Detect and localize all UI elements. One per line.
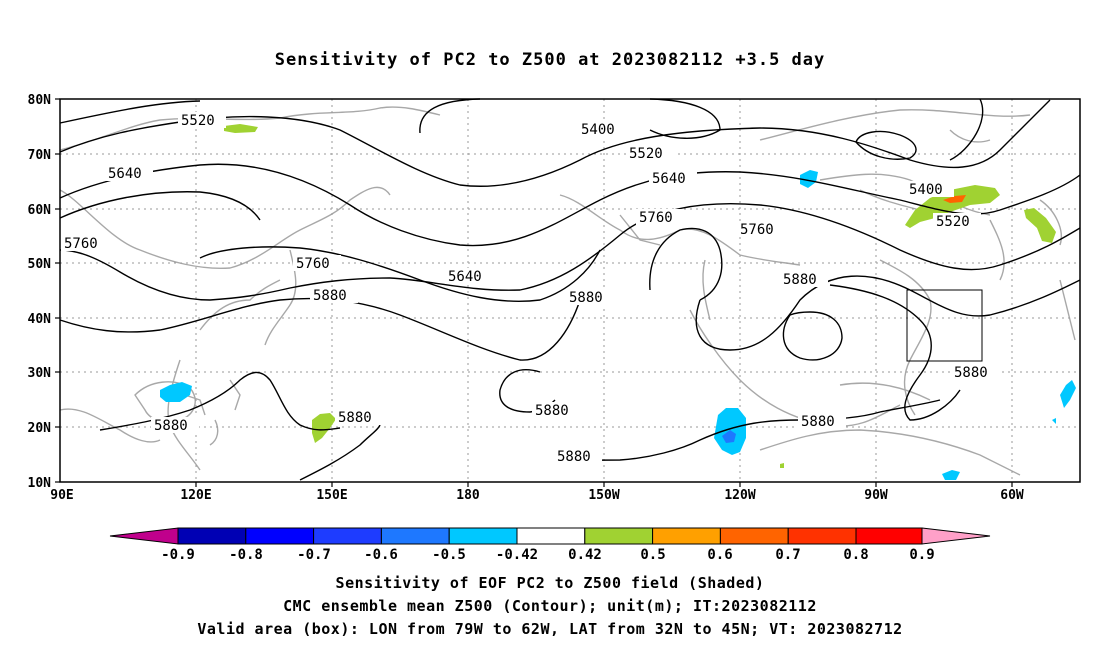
colorbar-label: 0.7 — [775, 547, 800, 563]
lat-tick-label: 80N — [28, 93, 52, 108]
lon-tick-label: 90E — [50, 488, 73, 503]
contour-label: 5880 — [557, 449, 591, 465]
colorbar-label: -0.8 — [229, 547, 263, 563]
colorbar-high-arrow — [921, 527, 991, 545]
contour-label-group: 5520 5400 5520 5640 5640 5400 5520 5760 … — [61, 112, 999, 465]
lat-tick-label: 30N — [28, 366, 52, 381]
valid-area-box — [906, 289, 983, 362]
lon-tick-label: 180 — [456, 488, 480, 503]
contour-label: 5520 — [629, 146, 663, 162]
lat-tick-label: 10N — [28, 476, 52, 491]
shade-patch — [224, 124, 258, 133]
contour-label: 5880 — [313, 288, 347, 304]
lat-tick-label: 40N — [28, 312, 52, 327]
contour-label: 5640 — [108, 166, 142, 182]
colorbar-label: -0.6 — [364, 547, 398, 563]
colorbar — [109, 527, 991, 545]
chart-title: Sensitivity of PC2 to Z500 at 2023082112… — [274, 50, 826, 70]
contour-label: 5760 — [639, 210, 673, 226]
colorbar-cell — [380, 527, 450, 545]
colorbar-label: 0.6 — [707, 547, 732, 563]
colorbar-label: 0.9 — [909, 547, 934, 563]
contour-label: 5880 — [569, 290, 603, 306]
colorbar-cell — [177, 527, 247, 545]
shade-patch — [722, 430, 736, 443]
shade-patch — [312, 413, 336, 443]
lon-tick-label: 150W — [588, 488, 619, 503]
colorbar-label: -0.9 — [161, 547, 195, 563]
contour-label: 5400 — [909, 182, 943, 198]
colorbar-cell — [313, 527, 382, 545]
contour-label: 5760 — [296, 256, 330, 272]
contour-label: 5640 — [652, 171, 686, 187]
contour-label: 5880 — [535, 403, 569, 419]
contour-label: 5520 — [181, 113, 215, 129]
lon-tick-label: 120W — [724, 488, 755, 503]
latitude-ticks — [55, 98, 60, 483]
longitude-axis: 90E 120E 150E 180 150W 120W 90W 60W — [50, 488, 1024, 503]
shade-patch — [160, 382, 192, 402]
lon-tick-label: 150E — [316, 488, 347, 503]
sensitivity-shading — [160, 124, 1076, 480]
contour-label: 5640 — [448, 269, 482, 285]
colorbar-cell — [245, 527, 315, 545]
colorbar-label: 0.42 — [568, 547, 602, 563]
lat-tick-label: 50N — [28, 257, 52, 272]
footer-line-contour: CMC ensemble mean Z500 (Contour); unit(m… — [283, 597, 817, 615]
lat-tick-label: 70N — [28, 148, 52, 163]
lon-tick-label: 60W — [1000, 488, 1024, 503]
contour-label: 5400 — [581, 122, 615, 138]
colorbar-low-arrow — [109, 527, 179, 545]
contour-label: 5520 — [936, 214, 970, 230]
colorbar-cell — [787, 527, 857, 545]
shade-patch — [800, 170, 818, 188]
footer-line-valid-area: Valid area (box): LON from 79W to 62W, L… — [197, 620, 903, 638]
shade-patch — [942, 470, 960, 480]
colorbar-label: -0.42 — [496, 547, 538, 563]
colorbar-label: 0.8 — [843, 547, 868, 563]
contour-label: 5880 — [783, 272, 817, 288]
lat-tick-label: 20N — [28, 421, 52, 436]
shade-patch — [1052, 418, 1056, 424]
z500-contours — [59, 98, 1081, 481]
lat-tick-label: 60N — [28, 203, 52, 218]
colorbar-cell — [855, 527, 923, 545]
colorbar-labels: -0.9 -0.8 -0.7 -0.6 -0.5 -0.42 0.42 0.5 … — [161, 547, 935, 563]
map-frame — [59, 98, 1081, 483]
colorbar-cell — [448, 527, 518, 545]
shade-patch — [1024, 208, 1056, 243]
colorbar-cell — [652, 527, 721, 545]
lon-tick-label: 90W — [864, 488, 888, 503]
contour-label: 5880 — [801, 414, 835, 430]
colorbar-cell — [719, 527, 789, 545]
lon-tick-label: 120E — [180, 488, 211, 503]
colorbar-label: -0.5 — [432, 547, 466, 563]
contour-label: 5760 — [64, 236, 98, 252]
contour-label: 5760 — [740, 222, 774, 238]
latitude-axis: 80N 70N 60N 50N 40N 30N 20N 10N — [28, 93, 52, 491]
longitude-ticks — [195, 482, 1013, 487]
contour-label: 5880 — [154, 418, 188, 434]
colorbar-label: -0.7 — [297, 547, 331, 563]
colorbar-cell — [516, 527, 586, 545]
footer-line-shaded: Sensitivity of EOF PC2 to Z500 field (Sh… — [335, 574, 765, 592]
shade-patch — [780, 463, 784, 468]
contour-label: 5880 — [954, 365, 988, 381]
colorbar-label: 0.5 — [640, 547, 665, 563]
contour-label: 5880 — [338, 410, 372, 426]
shade-patch — [1060, 380, 1076, 408]
shade-patch — [943, 195, 966, 203]
colorbar-cell — [584, 527, 654, 545]
shade-patch — [905, 185, 1000, 228]
